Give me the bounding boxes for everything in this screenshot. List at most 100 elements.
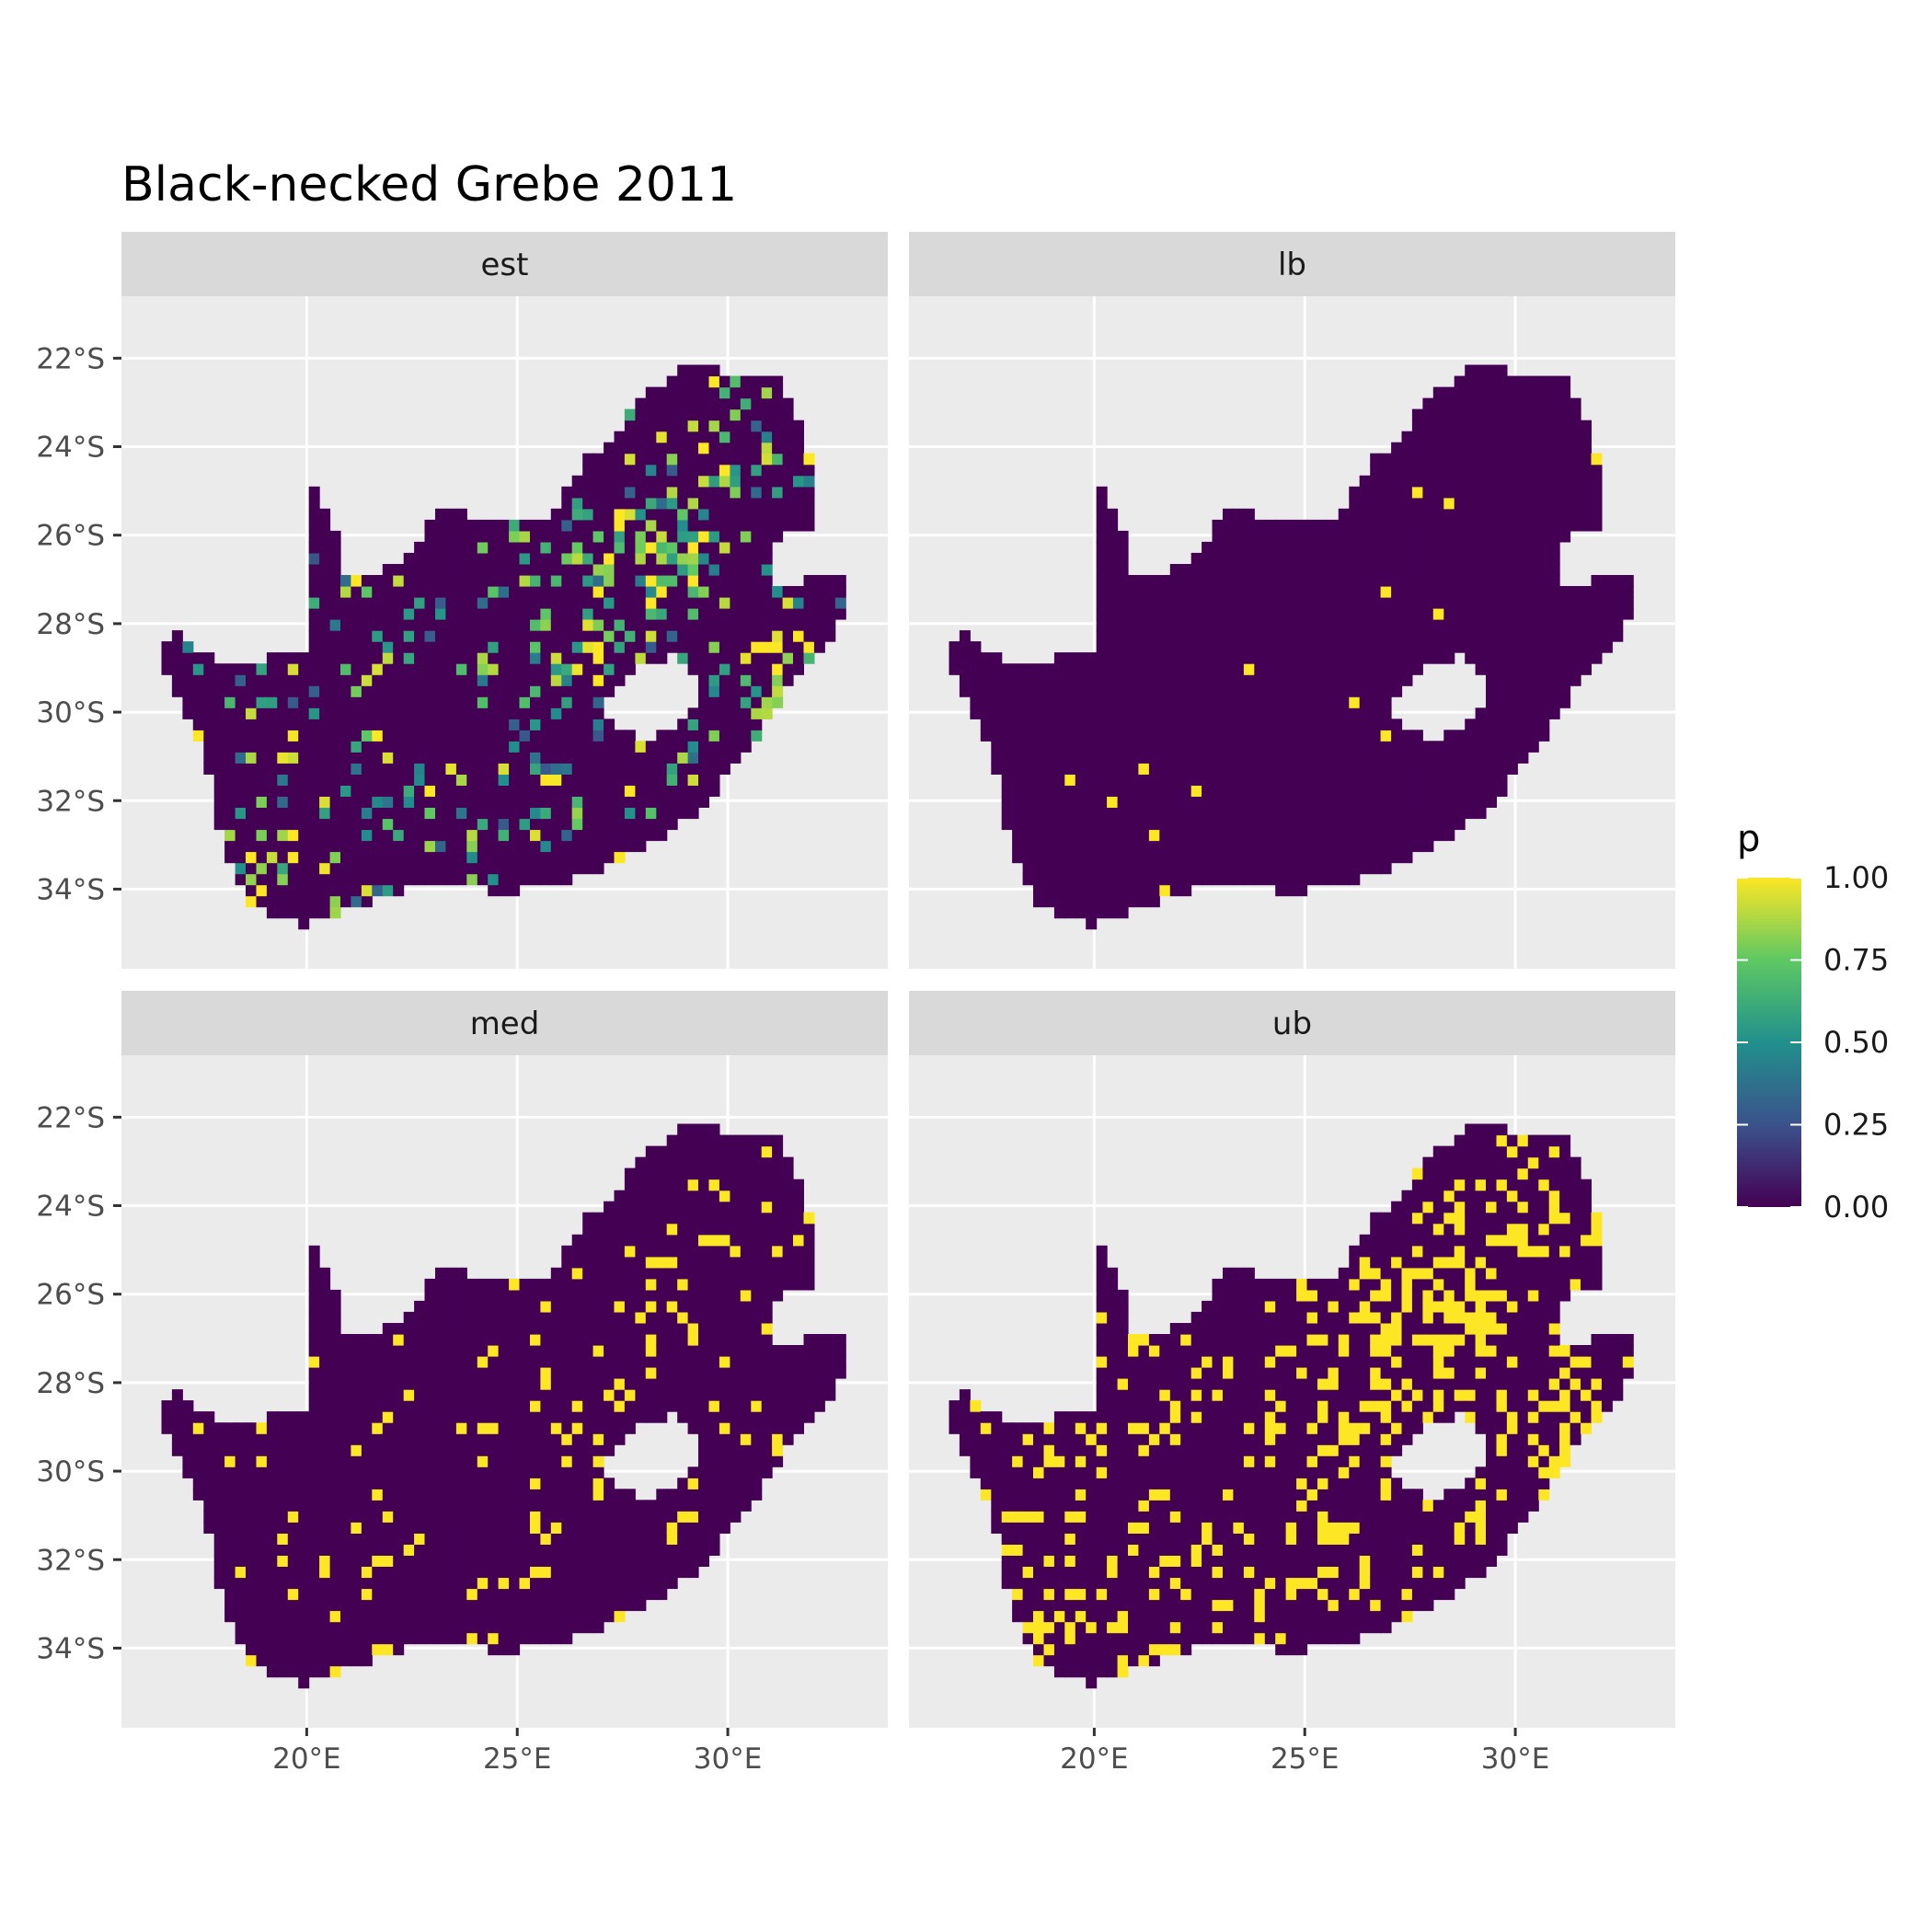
raster-cell: [1064, 862, 1076, 875]
raster-cell: [277, 1577, 289, 1590]
raster-cell: [698, 696, 709, 708]
raster-cell: [308, 508, 320, 521]
raster-cell: [340, 1356, 351, 1368]
raster-cell: [635, 442, 647, 454]
raster-cell: [1096, 608, 1108, 620]
raster-cell: [624, 796, 636, 808]
raster-cell: [1275, 774, 1287, 786]
raster-cell: [1559, 619, 1571, 631]
raster-cell: [1432, 630, 1444, 642]
strip-est: [121, 232, 888, 296]
raster-cell: [1212, 785, 1224, 797]
raster-cell: [698, 453, 709, 466]
raster-cell: [1391, 840, 1403, 853]
raster-cell: [582, 663, 594, 675]
raster-cell: [1243, 586, 1255, 598]
raster-cell: [488, 1544, 500, 1556]
raster-cell: [561, 497, 573, 510]
raster-cell: [666, 752, 678, 764]
raster-cell: [761, 375, 773, 388]
raster-cell: [1317, 840, 1328, 853]
raster-cell: [530, 862, 541, 875]
raster-cell: [1391, 763, 1403, 775]
raster-cell: [372, 1577, 384, 1590]
raster-cell: [1380, 807, 1392, 820]
raster-cell: [645, 785, 657, 797]
raster-cell: [719, 641, 730, 653]
raster-cell: [308, 1643, 320, 1656]
raster-cell: [403, 1389, 415, 1401]
raster-cell: [445, 1466, 457, 1478]
raster-cell: [1128, 752, 1139, 764]
raster-cell: [1359, 630, 1371, 642]
raster-cell: [550, 1411, 562, 1423]
raster-cell: [1465, 420, 1477, 432]
raster-cell: [1096, 807, 1108, 820]
raster-cell: [246, 807, 257, 820]
raster-cell: [751, 464, 763, 477]
raster-cell: [445, 630, 457, 642]
raster-cell: [455, 1334, 467, 1346]
raster-cell: [1001, 818, 1013, 831]
raster-cell: [1296, 851, 1308, 864]
raster-cell: [730, 453, 742, 466]
raster-cell: [455, 1466, 467, 1478]
raster-cell: [298, 1588, 310, 1601]
raster-cell: [656, 575, 668, 587]
raster-cell: [372, 796, 384, 808]
raster-cell: [1180, 641, 1192, 653]
raster-cell: [1443, 796, 1455, 808]
raster-cell: [372, 586, 384, 598]
raster-cell: [351, 1599, 362, 1612]
raster-cell: [793, 486, 804, 499]
raster-cell: [1338, 674, 1350, 686]
raster-cell: [751, 508, 763, 521]
raster-cell: [592, 1500, 604, 1512]
raster-cell: [719, 431, 730, 443]
raster-cell: [708, 575, 720, 587]
raster-cell: [1107, 586, 1119, 598]
raster-cell: [1012, 663, 1024, 675]
raster-cell: [708, 752, 720, 764]
raster-cell: [256, 807, 268, 820]
raster-cell: [235, 752, 247, 764]
raster-cell: [1506, 630, 1518, 642]
raster-cell: [708, 619, 720, 631]
raster-cell: [1465, 464, 1477, 477]
raster-cell: [635, 397, 647, 410]
raster-cell: [477, 807, 489, 820]
raster-cell: [498, 730, 510, 742]
raster-cell: [393, 707, 405, 719]
raster-cell: [1212, 552, 1224, 565]
raster-cell: [435, 851, 446, 864]
raster-cell: [1548, 696, 1560, 708]
raster-cell: [1559, 663, 1571, 675]
raster-cell: [1527, 375, 1539, 388]
raster-cell: [382, 1632, 394, 1645]
raster-cell: [561, 630, 573, 642]
raster-cell: [1506, 707, 1518, 719]
raster-cell: [1465, 475, 1477, 488]
raster-cell: [403, 774, 415, 786]
raster-cell: [614, 586, 626, 598]
raster-cell: [624, 1256, 636, 1269]
raster-cell: [1591, 575, 1603, 587]
raster-cell: [235, 685, 247, 697]
raster-cell: [1517, 375, 1529, 388]
raster-cell: [1001, 741, 1013, 753]
raster-cell: [246, 818, 257, 831]
raster-cell: [455, 1400, 467, 1412]
raster-cell: [530, 696, 541, 708]
raster-cell: [403, 785, 415, 797]
raster-cell: [1128, 575, 1139, 587]
raster-cell: [1202, 774, 1213, 786]
raster-cell: [287, 1555, 299, 1567]
raster-cell: [614, 1378, 626, 1390]
raster-cell: [1096, 552, 1108, 565]
raster-cell: [1075, 741, 1087, 753]
raster-cell: [592, 1422, 604, 1434]
raster-cell: [1422, 453, 1434, 466]
raster-cell: [530, 1389, 541, 1401]
raster-cell: [1053, 840, 1065, 853]
raster-cell: [1401, 807, 1413, 820]
